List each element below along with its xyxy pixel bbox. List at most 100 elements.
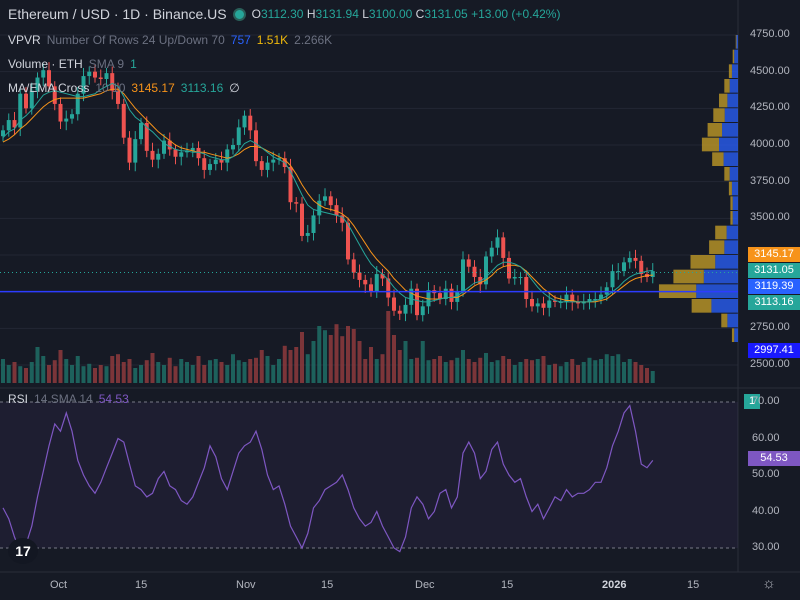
vpvr-down-bar <box>724 79 730 93</box>
volume-bar <box>420 341 425 383</box>
volume-bar <box>35 347 40 383</box>
volume-bar <box>242 362 247 383</box>
vpvr-down-bar <box>724 167 730 181</box>
candle-body <box>162 140 166 154</box>
candle-body <box>587 299 592 302</box>
vpvr-up-bar <box>736 35 738 49</box>
volume-bar <box>340 336 345 383</box>
gear-icon[interactable]: ☼ <box>762 575 776 592</box>
volume-bar <box>127 359 132 383</box>
candle-body <box>501 237 506 258</box>
candle-body <box>18 93 23 128</box>
volume-bar <box>587 357 592 383</box>
candle-body <box>409 288 414 305</box>
candle-body <box>323 196 327 201</box>
ma-legend[interactable]: MA/EMA Cross 10 10 3145.17 3113.16 ∅ <box>8 81 240 95</box>
vpvr-legend[interactable]: VPVR Number Of Rows 24 Up/Down 70 757 1.… <box>8 33 333 47</box>
vpvr-down-bar <box>712 152 724 166</box>
symbol-title[interactable]: Ethereum / USD · 1D · Binance.US <box>8 6 227 22</box>
volume-bar <box>294 347 299 383</box>
volume-bar <box>277 359 281 383</box>
price-axis-label: 3750.00 <box>750 174 790 187</box>
candle-body <box>288 167 293 203</box>
change-value: +13.00 (+0.42%) <box>471 7 561 21</box>
volume-bar <box>259 350 264 383</box>
candle-body <box>512 277 517 279</box>
candle-body <box>564 294 569 302</box>
candle-body <box>144 123 149 151</box>
vpvr-up-bar <box>703 269 738 284</box>
volume-bar <box>351 329 356 383</box>
ma-slow-line <box>2 88 653 303</box>
symbol-header[interactable]: Ethereum / USD · 1D · Binance.US O3112.3… <box>8 6 560 22</box>
vpvr-down-bar <box>701 137 719 152</box>
volume-bar <box>610 356 615 383</box>
vpvr-up-bar <box>719 137 738 152</box>
candle-body <box>478 277 483 285</box>
volume-bar <box>570 359 575 383</box>
price-tag: 2997.41 <box>748 343 800 358</box>
candle-body <box>610 271 615 288</box>
vpvr-down-bar <box>715 225 727 240</box>
price-axis-label: 4000.00 <box>750 138 790 150</box>
candle-body <box>98 77 103 79</box>
volume-bar <box>162 365 166 383</box>
candle-body <box>524 277 529 299</box>
volume-bar <box>29 362 34 383</box>
volume-bar <box>265 356 270 383</box>
volume-bar <box>173 366 178 383</box>
candle-body <box>104 73 109 79</box>
candle-body <box>208 164 212 170</box>
candle-body <box>558 301 563 303</box>
rsi-legend[interactable]: RSI 14 SMA 14 54.53 <box>8 392 129 406</box>
candle-body <box>633 257 638 261</box>
volume-bar <box>213 359 218 383</box>
candle-body <box>507 257 511 279</box>
volume-bar <box>363 359 368 383</box>
rsi-band <box>0 402 738 548</box>
volume-bar <box>185 362 189 383</box>
volume-legend[interactable]: Volume · ETH SMA 9 1 <box>8 57 137 71</box>
volume-bar <box>518 362 523 383</box>
candle-body <box>225 149 230 163</box>
tradingview-logo-icon[interactable]: 17 <box>8 538 38 564</box>
candle-body <box>58 103 63 122</box>
volume-bar <box>64 359 69 383</box>
ohlc-values: O3112.30 H3131.94 L3100.00 C3131.05 +13.… <box>251 7 561 21</box>
rsi-pane <box>0 401 738 553</box>
candle-body <box>75 93 80 115</box>
candle-body <box>121 103 126 138</box>
candle-body <box>12 120 17 128</box>
candle-body <box>547 300 552 308</box>
volume-bar <box>305 354 310 383</box>
volume-bar <box>512 365 517 383</box>
time-axis-label: 15 <box>321 579 334 591</box>
volume-bar <box>231 354 235 383</box>
candle-body <box>242 115 247 128</box>
eye-off-icon[interactable]: ∅ <box>229 81 240 95</box>
candle-body <box>70 114 74 119</box>
candle-body <box>179 152 184 157</box>
vpvr-down-bar <box>713 108 725 122</box>
volume-bar <box>547 365 552 383</box>
volume-bar <box>501 356 506 383</box>
candle-body <box>173 149 178 157</box>
candle-body <box>167 140 172 150</box>
volume-bar <box>576 365 580 383</box>
volume-bar <box>397 350 402 383</box>
volume-bar <box>466 359 471 383</box>
vpvr-up-bar <box>734 49 738 64</box>
volume-bar <box>52 360 57 383</box>
candle-body <box>397 310 402 314</box>
volume-bar <box>449 360 454 383</box>
ma-fast-line <box>2 82 653 303</box>
vpvr-down-bar <box>709 240 725 254</box>
volume-bar <box>380 354 385 383</box>
vpvr-down-bar <box>707 123 723 137</box>
candle-body <box>374 274 379 292</box>
volume-bar <box>553 363 557 383</box>
candle-body <box>259 161 264 170</box>
volume-bar <box>478 357 483 383</box>
volume-bar <box>116 354 120 383</box>
